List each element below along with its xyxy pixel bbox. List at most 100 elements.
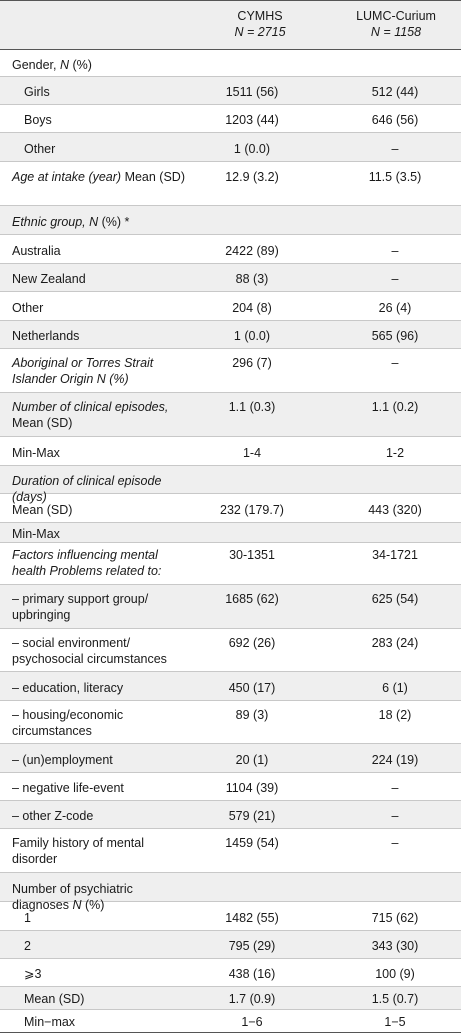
table-row: Mean (SD) 232 (179.7) 443 (320)	[0, 494, 461, 523]
row-label: Gender, N (%)	[12, 58, 92, 72]
lumc-value: 283 (24)	[371, 636, 419, 650]
col-header-cymhs-name: CYMHS	[237, 9, 283, 23]
table-row: Australia 2422 (89) –	[0, 235, 461, 264]
row-label: – social environment/ psychosocial circu…	[12, 636, 167, 666]
table-row: – negative life-event 1104 (39) –	[0, 773, 461, 801]
row-label: 1	[24, 911, 31, 925]
cymhs-value: 1.1 (0.3)	[228, 400, 276, 414]
cymhs-value: 1−6	[241, 1015, 263, 1029]
row-label: Age at intake (year) Mean (SD)	[12, 170, 185, 184]
table-row: 2 795 (29) 343 (30)	[0, 931, 461, 959]
row-label: Min-Max	[12, 446, 60, 460]
cymhs-value: 1.7 (0.9)	[228, 992, 276, 1006]
row-label: – education, literacy	[12, 681, 124, 695]
cymhs-value: 795 (29)	[228, 939, 276, 953]
row-label: Netherlands	[12, 329, 80, 343]
row-label: Girls	[24, 85, 50, 99]
lumc-value: 1.1 (0.2)	[371, 400, 419, 414]
lumc-value: 1-2	[385, 446, 405, 460]
row-label: – (un)employment	[12, 753, 113, 767]
row-label: Aboriginal or Torres Strait Islander Ori…	[12, 356, 154, 386]
table-row: Min−max 1−6 1−5	[0, 1010, 461, 1033]
table-row: – social environment/ psychosocial circu…	[0, 629, 461, 672]
table-row: Number of clinical episodes, Mean (SD) 1.…	[0, 393, 461, 437]
lumc-value: –	[391, 809, 399, 823]
lumc-value: 343 (30)	[371, 939, 419, 953]
lumc-value: 512 (44)	[371, 85, 419, 99]
lumc-value: 34-1721	[372, 548, 418, 562]
cymhs-value: 1511 (56)	[225, 85, 279, 99]
cymhs-value: 579 (21)	[228, 809, 276, 823]
table-row: Netherlands 1 (0.0) 565 (96)	[0, 321, 461, 349]
table-row: 1 1482 (55) 715 (62)	[0, 902, 461, 931]
table-row: Gender, N (%)	[0, 48, 461, 77]
lumc-value: 1.5 (0.7)	[371, 992, 419, 1006]
table-row: Other 1 (0.0) –	[0, 133, 461, 162]
table-row: Duration of clinical episode (days)	[0, 466, 461, 504]
lumc-value: –	[391, 356, 399, 370]
cymhs-value: 438 (16)	[228, 967, 276, 981]
cymhs-value: 296 (7)	[232, 356, 272, 370]
cymhs-value: 2422 (89)	[225, 244, 279, 258]
table-row: Family history of mental disorder 1459 (5…	[0, 829, 461, 873]
row-label: Min-Max	[12, 527, 60, 541]
col-header-lumc-name: LUMC-Curium	[356, 9, 436, 23]
cymhs-value: 692 (26)	[228, 636, 276, 650]
table-row: Min-Max	[0, 523, 461, 543]
lumc-value: 1−5	[384, 1015, 406, 1029]
lumc-value: –	[391, 836, 399, 850]
cymhs-value: 88 (3)	[235, 272, 269, 286]
cymhs-value: 12.9 (3.2)	[225, 170, 279, 184]
col-header-lumc-n: N = 1158	[370, 25, 422, 39]
cymhs-value: 450 (17)	[228, 681, 276, 695]
table-row: ⩾3 438 (16) 100 (9)	[0, 959, 461, 987]
table-row: Number of psychiatric diagnoses N (%)	[0, 873, 461, 912]
cymhs-value: 232 (179.7)	[220, 503, 284, 517]
table-row: – housing/economic circumstances 89 (3) 18…	[0, 701, 461, 744]
lumc-value: 100 (9)	[375, 967, 415, 981]
row-label: Boys	[24, 113, 52, 127]
col-header-lumc: LUMC-Curium N = 1158	[336, 8, 456, 40]
cymhs-value: 1685 (62)	[225, 592, 279, 606]
row-label: New Zealand	[12, 272, 86, 286]
lumc-value: –	[391, 142, 399, 156]
row-label: Min−max	[24, 1015, 76, 1029]
row-label: – other Z-code	[12, 809, 94, 823]
table-row: – education, literacy 450 (17) 6 (1)	[0, 672, 461, 701]
lumc-value: 11.5 (3.5)	[368, 170, 422, 184]
table-row: – (un)employment 20 (1) 224 (19)	[0, 744, 461, 773]
table-row: Mean (SD) 1.7 (0.9) 1.5 (0.7)	[0, 987, 461, 1010]
cymhs-value: 20 (1)	[235, 753, 269, 767]
row-label: ⩾3	[24, 967, 42, 981]
cymhs-value: 204 (8)	[232, 301, 272, 315]
lumc-value: 715 (62)	[371, 911, 419, 925]
lumc-value: 565 (96)	[371, 329, 419, 343]
lumc-value: 224 (19)	[371, 753, 419, 767]
row-label: Ethnic group, N (%) *	[12, 215, 130, 229]
table-row: – primary support group/ upbringing 1685 …	[0, 585, 461, 629]
row-label: Factors influencing mental health Proble…	[12, 548, 162, 578]
row-label: Mean (SD)	[12, 503, 73, 517]
lumc-value: 26 (4)	[378, 301, 412, 315]
table-row: Aboriginal or Torres Strait Islander Ori…	[0, 349, 461, 393]
row-label: – negative life-event	[12, 781, 124, 795]
col-header-cymhs: CYMHS N = 2715	[200, 8, 320, 40]
col-header-cymhs-n: N = 2715	[234, 25, 286, 39]
table-row: Age at intake (year) Mean (SD) 12.9 (3.2)…	[0, 162, 461, 206]
table-row: Min-Max 1-4 1-2	[0, 437, 461, 466]
cymhs-value: 1-4	[242, 446, 262, 460]
lumc-value: 443 (320)	[368, 503, 422, 517]
cymhs-value: 1 (0.0)	[233, 329, 271, 343]
row-label: Other	[24, 142, 56, 156]
row-label: – housing/economic circumstances	[12, 708, 124, 738]
table-row: New Zealand 88 (3) –	[0, 264, 461, 292]
cymhs-value: 1104 (39)	[225, 781, 279, 795]
lumc-value: 18 (2)	[378, 708, 412, 722]
table-row: Other 204 (8) 26 (4)	[0, 292, 461, 321]
lumc-value: –	[391, 244, 399, 258]
cymhs-value: 1482 (55)	[225, 911, 279, 925]
cymhs-value: 30-1351	[229, 548, 275, 562]
cymhs-value: 1203 (44)	[225, 113, 279, 127]
lumc-value: –	[391, 781, 399, 795]
